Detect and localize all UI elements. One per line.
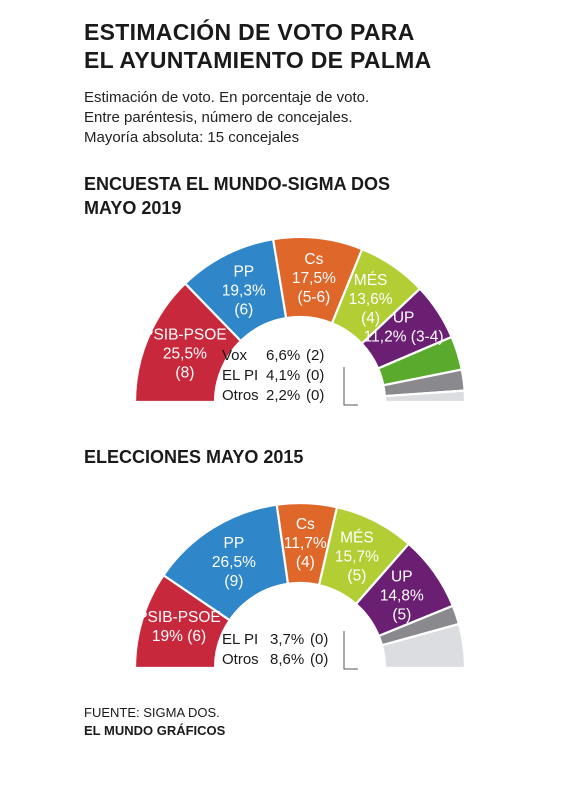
small-label-el-pi-seats: (0)	[310, 631, 328, 648]
label-mes-party: MÉS	[340, 530, 374, 547]
label-mes-seats: (5)	[347, 568, 366, 585]
small-label-otros-party: Otros	[222, 387, 259, 404]
label-pp-party: PP	[233, 263, 254, 280]
small-label-el-pi-seats: (0)	[306, 367, 324, 384]
subtitle-line-2: Entre paréntesis, número de concejales.	[84, 109, 353, 126]
label-cs-seats: (5-6)	[298, 289, 331, 306]
label-pp-seats: (6)	[234, 301, 253, 318]
small-label-vox-seats: (2)	[306, 347, 324, 364]
small-label-el-pi-pct: 3,7%	[270, 631, 304, 648]
subtitle: Estimación de voto. En porcentaje de vot…	[84, 88, 554, 148]
label-cs-party: Cs	[304, 251, 323, 268]
elections-2015-title-line-1: ELECCIONES MAYO 2015	[84, 447, 304, 467]
small-label-vox-pct: 6,6%	[266, 347, 300, 364]
elections-2015-title: ELECCIONES MAYO 2015	[84, 445, 554, 469]
slice-otros	[383, 389, 467, 404]
label-pp-seats: (9)	[224, 573, 243, 590]
survey-2019-title: ENCUESTA EL MUNDO-SIGMA DOS MAYO 2019	[84, 172, 554, 220]
label-mes-pct: 13,6%	[349, 291, 393, 308]
label-up-party: UP	[393, 309, 415, 326]
subtitle-line-1: Estimación de voto. En porcentaje de vot…	[84, 89, 370, 106]
label-up-party: UP	[391, 569, 413, 586]
title-line-1: ESTIMACIÓN DE VOTO PARA	[84, 19, 415, 45]
label-psib-psoe-pct: 25,5%	[163, 345, 207, 362]
label-pp-pct: 19,3%	[222, 282, 266, 299]
label-pp-pct: 26,5%	[212, 554, 256, 571]
subtitle-line-3: Mayoría absoluta: 15 concejales	[84, 129, 300, 146]
label-mes-pct: 15,7%	[335, 549, 379, 566]
survey-2019-title-line-2: MAYO 2019	[84, 198, 182, 218]
small-label-otros-pct: 8,6%	[270, 651, 304, 668]
small-label-otros-pct: 2,2%	[266, 387, 300, 404]
label-psib-psoe-party: PSIB-PSOE	[143, 326, 227, 343]
label-pp-party: PP	[224, 535, 245, 552]
label-cs-seats: (4)	[296, 554, 315, 571]
small-label-el-pi-party: EL PI	[222, 367, 258, 384]
page-title: ESTIMACIÓN DE VOTO PARA EL AYUNTAMIENTO …	[84, 18, 554, 74]
small-label-el-pi-pct: 4,1%	[266, 367, 300, 384]
survey-2019-title-line-1: ENCUESTA EL MUNDO-SIGMA DOS	[84, 174, 391, 194]
title-line-2: EL AYUNTAMIENTO DE PALMA	[84, 47, 432, 73]
label-cs-party: Cs	[296, 516, 315, 533]
small-parties-bracket	[343, 367, 358, 406]
label-psib-psoe-seats: (8)	[175, 364, 194, 381]
label-up-pct: 11,2% (3-4)	[364, 328, 444, 345]
label-cs-pct: 11,7%	[284, 535, 327, 552]
elections-2015-half-donut: PSIB-PSOE 19% (6) PP 26,5% (9) Cs 11,7% (4) MÉS 1…	[133, 501, 467, 670]
small-label-vox-party: Vox	[222, 347, 248, 364]
small-label-el-pi-party: EL PI	[222, 631, 258, 648]
small-label-otros-seats: (0)	[306, 387, 324, 404]
slice-otros	[380, 622, 467, 670]
small-label-otros-seats: (0)	[310, 651, 328, 668]
label-cs-pct: 17,5%	[292, 270, 336, 287]
label-mes-seats: (4)	[361, 310, 380, 327]
label-mes-party: MÉS	[354, 272, 388, 289]
brand-credit: EL MUNDO GRÁFICOS	[84, 723, 226, 738]
label-psib-psoe-pct: 19% (6)	[152, 628, 206, 645]
small-label-otros-party: Otros	[222, 651, 259, 668]
label-up-seats: (5)	[392, 607, 411, 624]
source-note: FUENTE: SIGMA DOS. EL MUNDO GRÁFICOS	[84, 704, 225, 740]
label-psib-psoe-party: PSIB-PSOE	[137, 609, 221, 626]
source-text: FUENTE: SIGMA DOS.	[84, 705, 220, 720]
survey-2019-half-donut: PSIB-PSOE 25,5% (8) PP 19,3% (6) Cs 17,5% (5-6) M…	[133, 235, 467, 406]
small-parties-bracket	[343, 631, 358, 670]
label-up-pct: 14,8%	[380, 588, 424, 605]
